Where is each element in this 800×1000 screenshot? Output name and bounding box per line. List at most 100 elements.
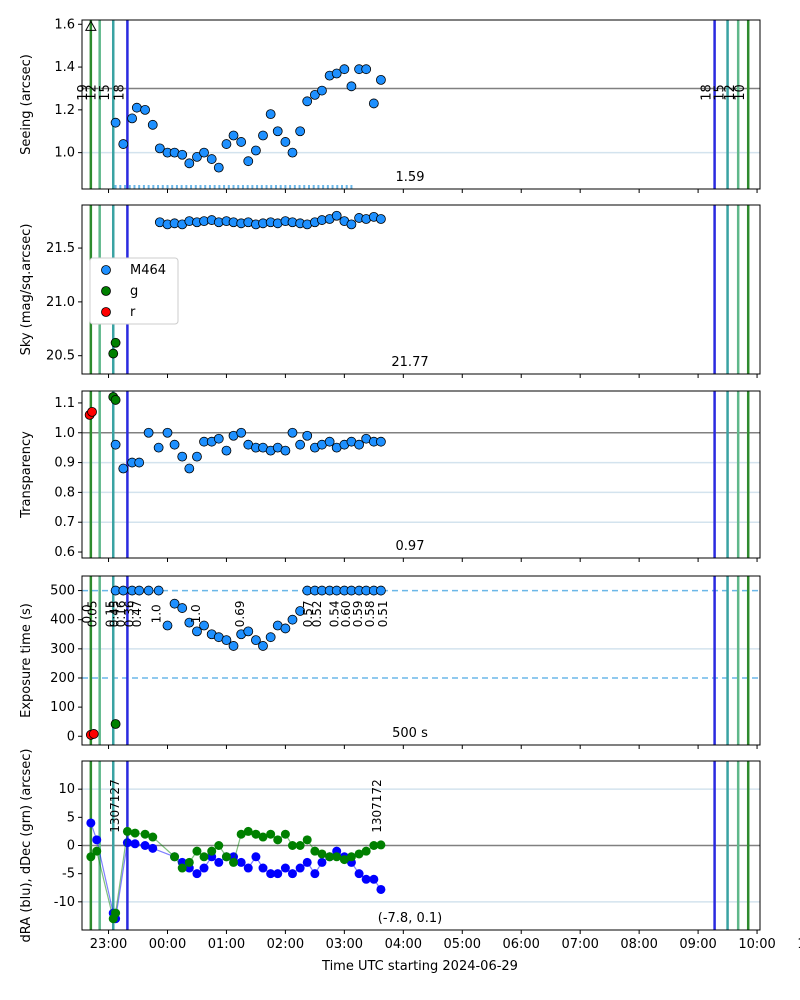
legend-label: g	[130, 284, 138, 299]
data-point-dRA	[214, 857, 224, 867]
data-point-dDec	[184, 857, 194, 867]
data-point-M464	[177, 451, 188, 462]
legend-label: M464	[130, 263, 166, 278]
panel-exposure: 0.00.05 0.150.450.160.360.47 1.0 1.0 0.69 0.5…	[19, 575, 761, 749]
point-label: 0.45	[108, 601, 122, 628]
data-point-M464	[213, 162, 224, 173]
y-tick-label: 10	[58, 782, 75, 797]
y-axis-label: Transparency	[19, 431, 34, 519]
panel-sky: 21.77 20.5 21.0 21.5 Sky (mag/sq.arcsec) M464…	[19, 204, 761, 378]
data-point-M464	[295, 126, 306, 137]
data-point-dRA	[236, 857, 246, 867]
x-tick-label: 00:00	[149, 937, 186, 952]
x-tick-label: 02:00	[267, 937, 304, 952]
data-point-dDec	[148, 832, 158, 842]
y-tick-label: 200	[50, 671, 75, 686]
data-point-M464	[228, 130, 239, 141]
data-point-M464	[221, 635, 232, 646]
data-point-M464	[280, 137, 291, 147]
point-label: 0.54	[327, 601, 341, 628]
data-point-M464	[287, 614, 298, 625]
point-label: 1.0	[149, 604, 163, 623]
data-point-M464	[143, 427, 154, 438]
data-point-dRA	[369, 874, 379, 884]
annotation-label: 1.59	[396, 170, 425, 185]
data-point-dDec	[214, 841, 224, 850]
panel-frame	[81, 390, 761, 559]
point-label: 0.47	[130, 601, 144, 628]
data-point-M464	[331, 210, 342, 221]
annotation-label: 21.77	[391, 355, 428, 370]
data-point-dRA	[317, 857, 327, 867]
data-point-M464	[184, 463, 195, 474]
data-point-dDec	[354, 849, 364, 859]
data-point-dDec	[177, 863, 187, 873]
data-point-M464	[184, 617, 195, 628]
data-point-M464	[110, 439, 121, 450]
x-tick-label: 10:00	[738, 937, 775, 952]
data-point-M464	[258, 641, 268, 651]
y-axis-label: Exposure time (s)	[19, 603, 34, 718]
data-point-M464	[162, 620, 173, 631]
data-point-M464	[169, 439, 180, 450]
data-point-M464	[376, 74, 386, 85]
data-point-M464	[228, 641, 239, 651]
y-tick-label: 1.0	[54, 426, 75, 441]
point-label: 0.05	[86, 601, 100, 628]
y-axis-label: Sky (mag/sq.arcsec)	[19, 224, 34, 356]
panel-frame	[81, 204, 761, 375]
y-tick-label: 300	[50, 642, 75, 657]
data-point-M464	[376, 585, 386, 596]
data-point-M464	[317, 85, 327, 96]
data-point-M464	[199, 147, 209, 158]
triangle-marker	[84, 20, 97, 31]
data-point-dDec	[332, 852, 342, 862]
data-point-dRA	[302, 857, 312, 867]
data-point-dRA	[354, 869, 364, 879]
data-point-dRA	[86, 818, 96, 828]
data-point-dDec	[295, 841, 305, 850]
twilight-label: 19	[76, 84, 91, 101]
data-point-M464	[265, 109, 276, 120]
data-point-M464	[184, 158, 195, 169]
data-point-M464	[177, 603, 188, 613]
data-point-g	[110, 337, 121, 348]
twilight-label: 12	[85, 84, 100, 101]
panel-plot-area	[82, 20, 760, 189]
data-point-dDec	[92, 846, 102, 856]
data-point-M464	[169, 598, 180, 609]
data-point-M464	[127, 113, 138, 124]
y-tick-label: 500	[50, 584, 75, 599]
data-point-dRA	[273, 869, 283, 879]
data-point-M464	[192, 626, 202, 637]
data-point-dDec	[302, 835, 312, 845]
data-point-dRA	[148, 843, 158, 853]
annotation-label: 0.97	[396, 539, 425, 554]
data-point-dDec	[280, 829, 290, 839]
data-point-M464	[243, 156, 254, 167]
data-point-M464	[302, 430, 313, 441]
data-point-dRA	[266, 869, 276, 879]
annotation-label: (-7.8, 0.1)	[378, 911, 442, 926]
x-tick-label: 07:00	[561, 937, 598, 952]
y-tick-label: 0.7	[54, 515, 75, 530]
data-point-dRA	[192, 869, 202, 879]
data-point-M464	[324, 436, 335, 447]
point-label: 0.57	[301, 601, 315, 628]
y-tick-label: 0.9	[54, 456, 75, 471]
panel-frame	[81, 575, 761, 746]
data-point-dRA	[287, 869, 297, 879]
legend-marker-M464	[101, 265, 111, 275]
panel-plot-area	[82, 391, 760, 558]
data-point-g	[108, 348, 119, 359]
data-point-M464	[110, 117, 121, 128]
data-point-M464	[206, 154, 217, 164]
y-tick-label: 1.6	[54, 17, 75, 32]
data-point-M464	[147, 119, 158, 130]
x-tick-label: 03:00	[326, 937, 363, 952]
data-point-M464	[192, 152, 202, 162]
data-point-dDec	[251, 829, 261, 839]
data-point-M464	[346, 81, 357, 92]
data-point-dDec	[192, 846, 202, 856]
